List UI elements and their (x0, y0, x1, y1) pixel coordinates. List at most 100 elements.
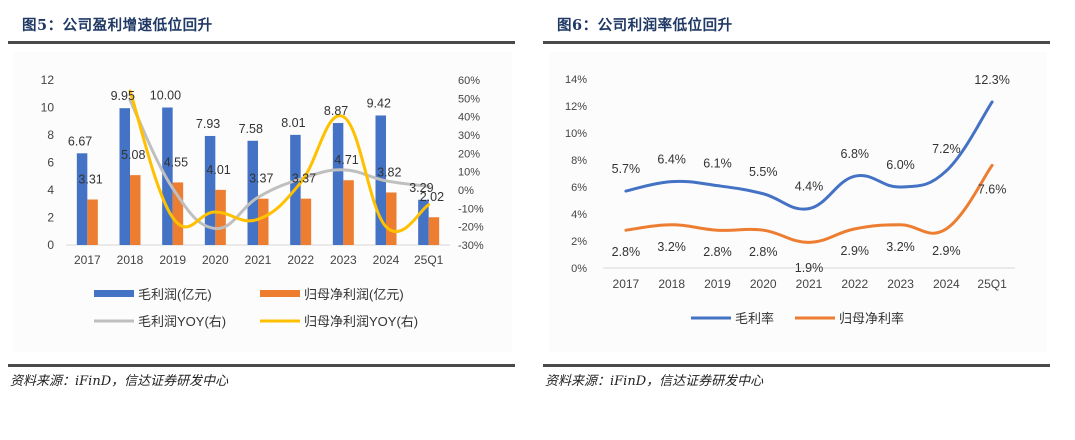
x-axis-tick-label: 2020 (750, 277, 777, 291)
data-label-gross-margin: 4.4% (795, 180, 824, 194)
x-axis-tick-label: 2024 (373, 253, 400, 267)
data-label-net-profit: 4.71 (334, 153, 358, 167)
x-axis-tick-label: 2024 (933, 277, 960, 291)
line-net-margin (624, 163, 994, 244)
x-axis-tick-label: 2021 (796, 277, 823, 291)
y-axis-tick-label: 10 (41, 101, 55, 115)
y-axis-tick-label: 0 (47, 238, 54, 252)
figure-6-source: 资料来源：iFinD，信达证券研发中心 (545, 374, 764, 389)
y-axis-tick-label: 6 (47, 156, 54, 170)
bar-gross-profit (76, 153, 88, 245)
bar-gross-profit (332, 123, 344, 245)
data-label-net-profit: 3.82 (377, 165, 401, 179)
bar-gross-profit (247, 140, 258, 245)
data-label-net-profit: 3.37 (249, 172, 273, 186)
data-label-gross-profit: 7.93 (196, 117, 220, 131)
data-label-gross-profit: 9.42 (367, 96, 391, 110)
data-label-gross-profit: 7.58 (239, 122, 263, 136)
figure-6-title: 图6：公司利润率低位回升 (557, 17, 733, 34)
data-label-net-margin: 2.9% (932, 244, 961, 258)
y-axis-tick-label: 6% (571, 182, 587, 194)
source-divider (543, 364, 1050, 367)
data-label-net-margin: 3.2% (886, 240, 915, 254)
data-label-gross-margin: 6.1% (703, 157, 732, 171)
x-axis-tick-label: 2022 (287, 253, 314, 267)
data-label-gross-margin: 6.4% (657, 153, 686, 167)
bar-net-profit (428, 217, 440, 245)
data-label-net-profit: 3.31 (78, 172, 102, 186)
y2-axis-tick-label: -10% (458, 203, 484, 215)
x-axis-tick-label: 2023 (887, 277, 914, 291)
x-axis-tick-label: 2023 (330, 253, 357, 267)
bar-net-profit (215, 189, 226, 245)
y-axis-tick-label: 12% (565, 101, 587, 113)
y-axis-tick-label: 14% (565, 74, 587, 86)
data-label-gross-margin: 7.2% (932, 142, 961, 156)
title-divider (8, 41, 515, 44)
data-label-net-profit: 5.08 (121, 148, 145, 162)
data-label-gross-margin: 12.3% (974, 73, 1009, 87)
bar-net-profit (172, 182, 184, 245)
bar-net-profit (258, 198, 269, 245)
data-label-gross-profit: 8.87 (324, 104, 348, 118)
line-gross-profit-yoy (128, 98, 431, 231)
y2-axis-tick-label: 30% (458, 130, 480, 142)
bar-net-profit (300, 198, 312, 245)
y-axis-tick-label: 8 (47, 128, 54, 142)
x-axis-tick-label: 25Q1 (414, 253, 444, 267)
legend-swatch (94, 290, 134, 297)
chart-profit-growth-area: 0 2 4 6 8 10 12 -30% -20% -10% 0% 10% 20% 30% 40% 50% 60… (14, 52, 512, 352)
bar-gross-profit (418, 199, 429, 245)
x-axis-tick-label: 2019 (704, 277, 731, 291)
line-net-profit-yoy (128, 89, 431, 233)
legend-label: 毛利率 (735, 311, 774, 326)
y2-axis-tick-label: -20% (458, 222, 484, 234)
y-axis-tick-label: 8% (571, 155, 587, 167)
data-label-net-margin: 7.6% (978, 182, 1007, 196)
data-label-gross-profit: 6.67 (68, 134, 92, 148)
bar-net-profit (343, 180, 354, 245)
data-label-gross-profit: 10.00 (150, 89, 181, 103)
x-axis-tick-label: 2017 (74, 253, 101, 267)
data-label-net-margin: 2.8% (749, 245, 778, 259)
data-label-gross-margin: 5.7% (612, 162, 641, 176)
legend-label: 毛利润YOY(右) (138, 314, 226, 329)
y-axis-tick-label: 2 (47, 211, 54, 225)
y-axis-tick-label: 12 (41, 73, 55, 87)
y2-axis-tick-label: 10% (458, 167, 480, 179)
bar-gross-profit (119, 108, 130, 245)
x-axis-tick-label: 2021 (245, 253, 272, 267)
x-axis-tick-label: 2017 (613, 277, 640, 291)
y2-axis-tick-label: 50% (458, 93, 480, 105)
bar-net-profit (386, 192, 397, 245)
data-label-net-margin: 2.9% (841, 244, 870, 258)
x-axis-tick-label: 2019 (159, 253, 186, 267)
chart-profit-growth: 0 2 4 6 8 10 12 -30% -20% -10% 0% 10% 20% 30% 40% 50% 60… (41, 73, 484, 329)
x-axis-tick-label: 2018 (658, 277, 685, 291)
data-label-net-profit: 2.02 (420, 190, 444, 204)
y-axis-tick-label: 10% (565, 128, 587, 140)
bar-gross-profit (162, 107, 173, 245)
y-axis-tick-label: 4% (571, 209, 587, 221)
y-axis-tick-label: 4 (47, 183, 54, 197)
y-axis-tick-label: 2% (571, 236, 587, 248)
x-axis-tick-label: 2022 (841, 277, 868, 291)
bar-net-profit (87, 199, 98, 245)
y2-axis-tick-label: 0% (458, 185, 474, 197)
line-gross-margin (624, 100, 994, 211)
data-label-gross-margin: 6.0% (886, 158, 915, 172)
y2-axis-tick-label: -30% (458, 240, 484, 252)
figure-5-panel: 图5：公司盈利增速低位回升 0 2 4 6 8 10 12 -30% -20% -10% 0% 10%… (8, 0, 515, 440)
data-label-gross-profit: 9.95 (111, 89, 135, 103)
data-label-net-profit: 3.37 (292, 172, 316, 186)
figure-5-source: 资料来源：iFinD，信达证券研发中心 (10, 374, 229, 389)
y2-axis-tick-label: 20% (458, 148, 480, 160)
bar-net-profit (130, 175, 141, 245)
figure-5-title: 图5：公司盈利增速低位回升 (22, 17, 213, 34)
data-label-net-profit: 4.55 (164, 155, 188, 169)
data-label-gross-profit: 8.01 (281, 116, 305, 130)
data-label-net-margin: 2.8% (703, 245, 732, 259)
data-label-net-profit: 4.01 (206, 163, 230, 177)
x-axis-tick-label: 25Q1 (977, 277, 1007, 291)
legend-swatch (260, 290, 300, 297)
